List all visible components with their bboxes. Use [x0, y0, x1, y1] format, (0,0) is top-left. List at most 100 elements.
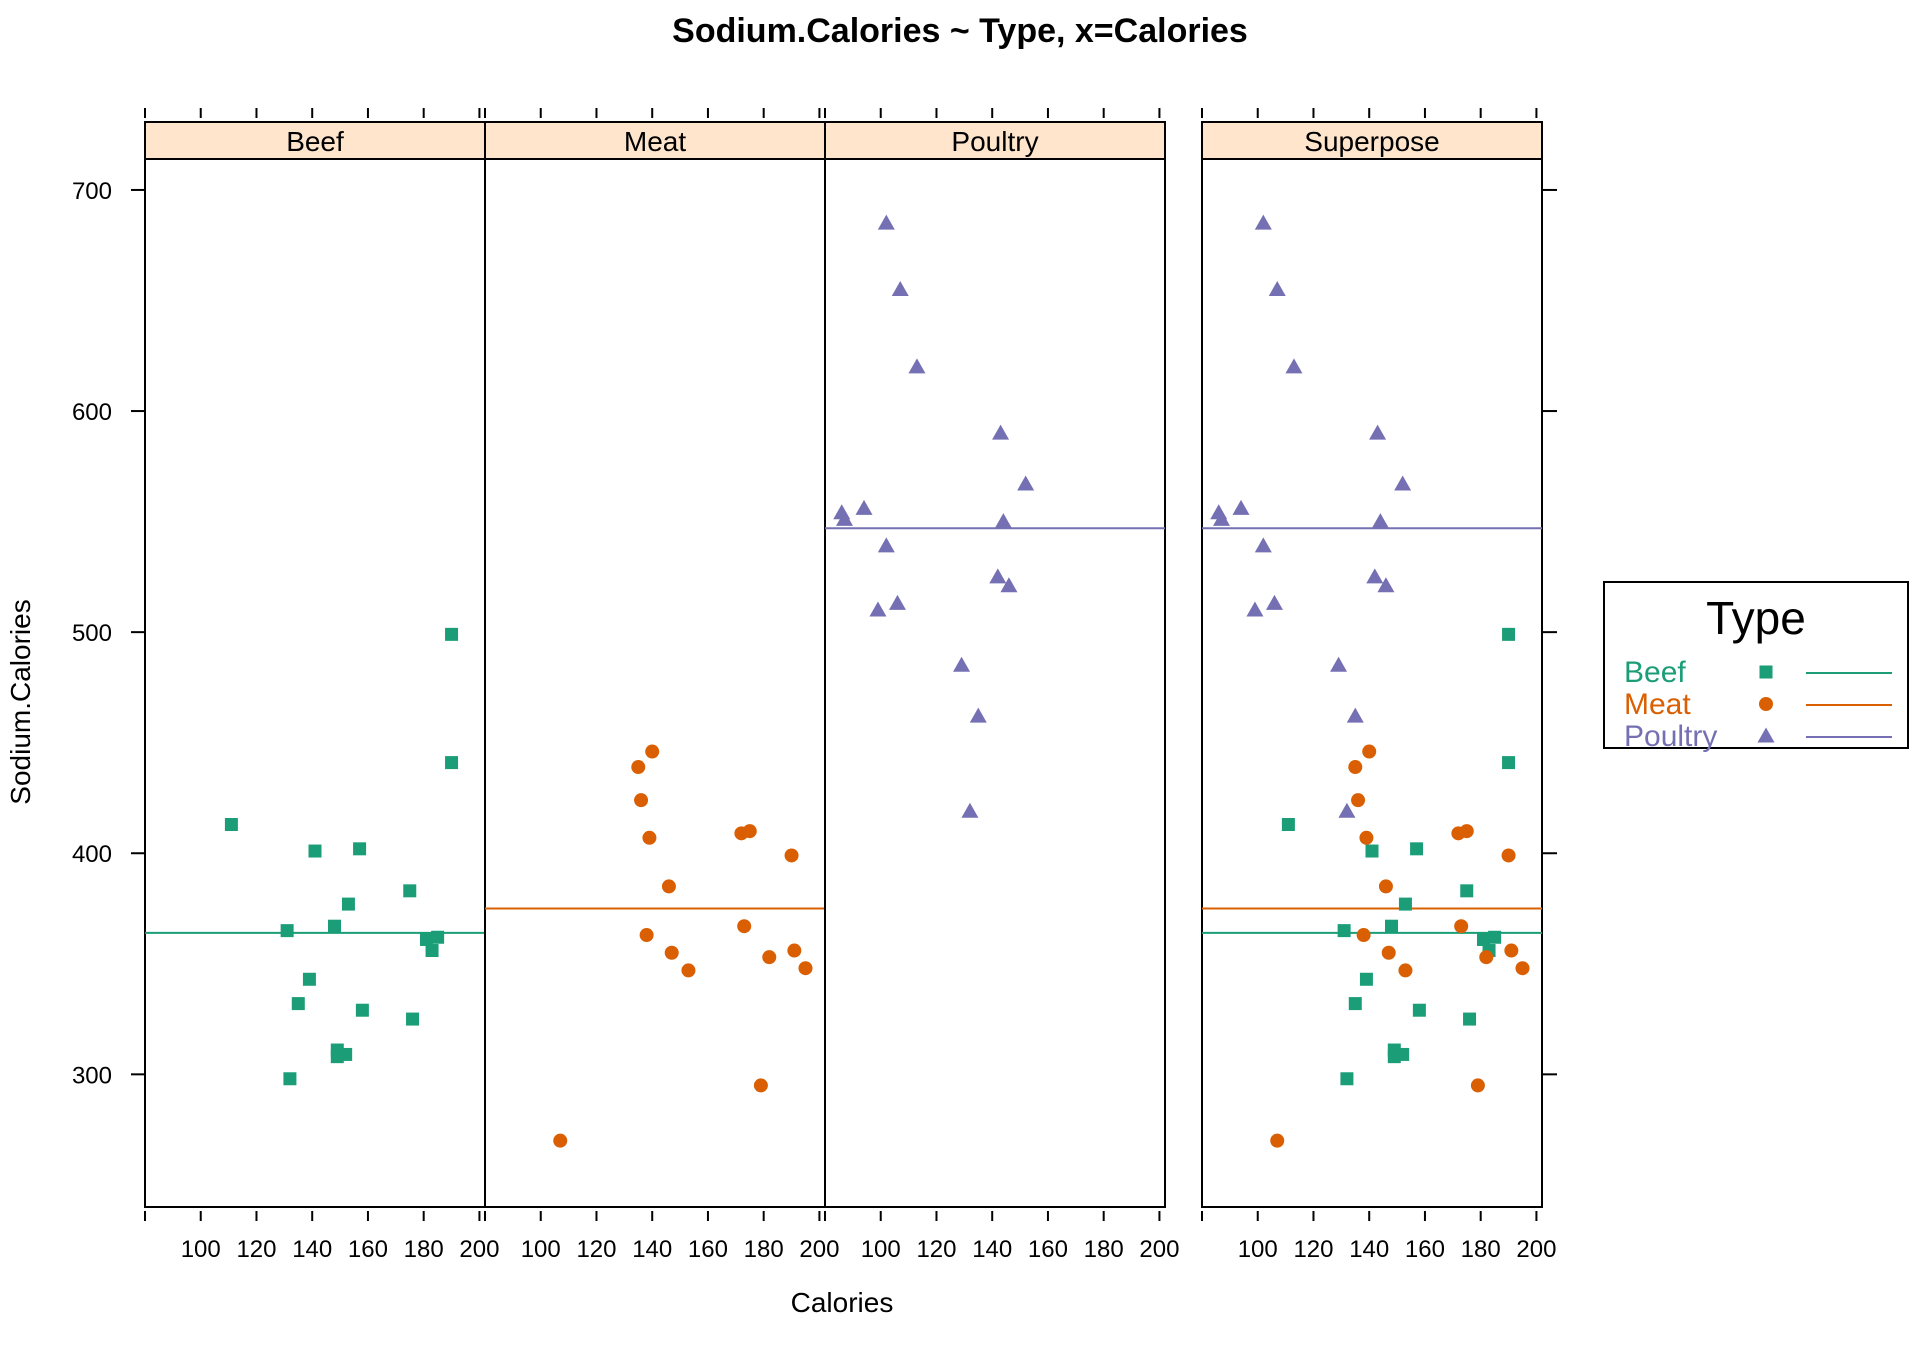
x-tick-label: 160 — [348, 1236, 388, 1263]
legend-box — [1603, 581, 1909, 749]
x-tick-label: 100 — [521, 1236, 561, 1263]
point-meat — [634, 793, 649, 808]
x-tick-label: 140 — [972, 1236, 1012, 1263]
x-tick-label: 180 — [744, 1236, 784, 1263]
point-beef — [1281, 818, 1295, 832]
point-poultry — [1000, 577, 1018, 593]
point-beef — [1476, 932, 1490, 946]
point-poultry — [1366, 568, 1384, 584]
point-beef — [1337, 924, 1351, 938]
x-tick-label: 180 — [404, 1236, 444, 1263]
point-meat — [1270, 1133, 1285, 1148]
point-beef — [280, 924, 294, 938]
point-meat — [664, 945, 679, 960]
point-meat — [1378, 879, 1393, 894]
point-beef — [1502, 756, 1516, 770]
point-meat — [1362, 744, 1377, 759]
point-beef — [445, 627, 459, 641]
point-poultry — [992, 424, 1010, 440]
point-poultry — [1346, 707, 1364, 723]
point-meat — [645, 744, 660, 759]
point-beef — [308, 844, 322, 858]
legend-label-poultry: Poultry — [1624, 720, 1717, 753]
point-poultry — [1254, 537, 1272, 553]
x-tick-label: 160 — [1028, 1236, 1068, 1263]
strip-label-meat: Meat — [624, 126, 686, 157]
legend-label-meat: Meat — [1624, 688, 1691, 721]
point-poultry — [1330, 656, 1348, 672]
point-poultry — [1213, 510, 1231, 526]
chart-title: Sodium.Calories ~ Type, x=Calories — [672, 12, 1248, 50]
strip-label-poultry: Poultry — [951, 126, 1038, 157]
point-beef — [425, 944, 439, 958]
point-poultry — [1017, 475, 1035, 491]
point-beef — [291, 997, 305, 1011]
point-meat — [1356, 928, 1371, 943]
point-beef — [1488, 930, 1502, 944]
point-poultry — [1369, 424, 1387, 440]
point-meat — [1348, 760, 1363, 775]
x-tick-label: 120 — [236, 1236, 276, 1263]
legend-label-beef: Beef — [1624, 656, 1686, 689]
x-tick-label: 200 — [459, 1236, 499, 1263]
point-beef — [1412, 1003, 1426, 1017]
y-axis-label: Sodium.Calories — [5, 599, 36, 804]
point-poultry — [1232, 499, 1250, 515]
x-tick-label: 160 — [688, 1236, 728, 1263]
point-poultry — [877, 537, 895, 553]
panel-frame-meat — [484, 158, 826, 1208]
panel-frame-superpose — [1201, 158, 1543, 1208]
point-beef — [1396, 1047, 1410, 1061]
x-tick-label: 140 — [632, 1236, 672, 1263]
point-poultry — [953, 656, 971, 672]
point-meat — [661, 879, 676, 894]
point-beef — [1348, 997, 1362, 1011]
x-tick-label: 180 — [1461, 1236, 1501, 1263]
point-beef — [302, 972, 316, 986]
point-poultry — [1265, 594, 1283, 610]
point-poultry — [877, 214, 895, 230]
point-meat — [784, 848, 799, 863]
x-tick-label: 100 — [181, 1236, 221, 1263]
point-meat — [1515, 961, 1530, 976]
point-meat — [753, 1078, 768, 1093]
point-meat — [742, 824, 757, 839]
point-beef — [445, 756, 459, 770]
legend-marker-meat — [1759, 697, 1773, 711]
y-axis: 300 400 500 600 700 — [72, 178, 1557, 1089]
x-tick-label: 120 — [916, 1236, 956, 1263]
x-tick-label: 120 — [1293, 1236, 1333, 1263]
point-poultry — [869, 601, 887, 617]
point-beef — [224, 818, 238, 832]
strip-label-superpose: Superpose — [1304, 126, 1439, 157]
point-poultry — [1254, 214, 1272, 230]
panel-superpose: Superpose 100 120 140 160 180 200 — [1201, 108, 1556, 1263]
point-poultry — [969, 707, 987, 723]
point-beef — [353, 842, 367, 856]
point-poultry — [1338, 802, 1356, 818]
point-beef — [1410, 842, 1424, 856]
x-tick-label: 120 — [576, 1236, 616, 1263]
point-poultry — [1377, 577, 1395, 593]
x-tick-label: 140 — [292, 1236, 332, 1263]
point-meat — [787, 943, 802, 958]
point-meat — [1470, 1078, 1485, 1093]
point-meat — [642, 830, 657, 845]
panel-frame-beef — [144, 158, 486, 1208]
x-tick-label: 140 — [1349, 1236, 1389, 1263]
point-poultry — [908, 358, 926, 374]
panels-layer: Beef 100 120 140 160 180 200 Meat 100 120 140 160 18… — [72, 108, 1557, 1263]
y-tick-label: 500 — [72, 620, 112, 647]
legend-marker-beef — [1759, 665, 1773, 679]
point-beef — [283, 1072, 297, 1086]
point-beef — [1340, 1072, 1354, 1086]
y-tick-label: 600 — [72, 399, 112, 426]
point-beef — [1463, 1012, 1477, 1026]
point-beef — [403, 884, 417, 898]
point-poultry — [855, 499, 873, 515]
strip-beef — [144, 121, 486, 160]
point-meat — [1351, 793, 1366, 808]
point-poultry — [888, 594, 906, 610]
point-poultry — [1285, 358, 1303, 374]
